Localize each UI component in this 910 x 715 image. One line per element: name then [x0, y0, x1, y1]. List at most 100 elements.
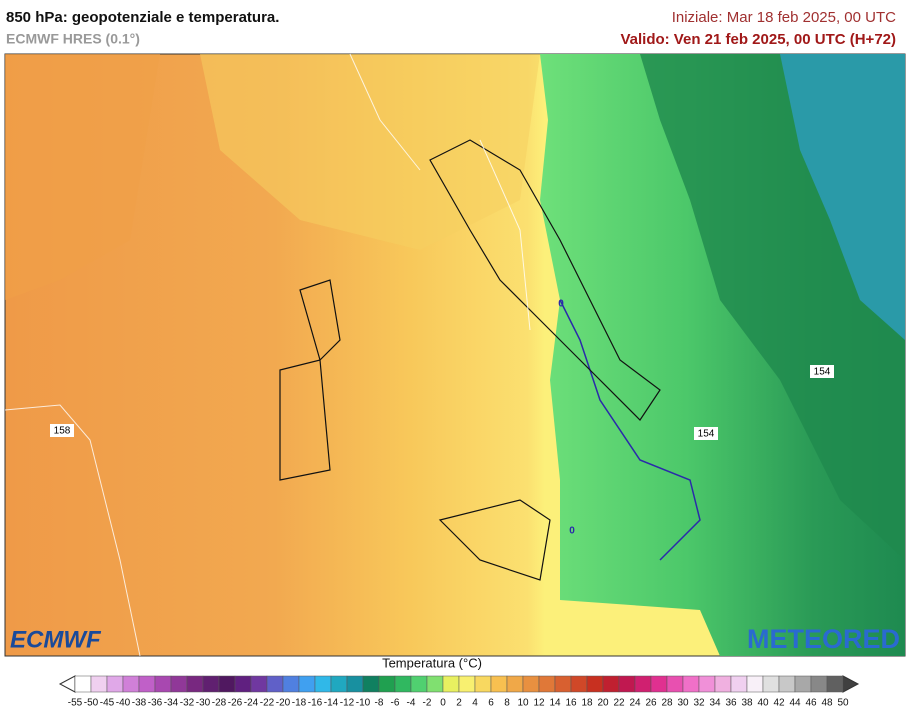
colorbar-tick-label: 24 [629, 698, 641, 709]
colorbar-tick-label: -20 [276, 698, 291, 709]
colorbar-tick-label: 6 [488, 698, 494, 709]
meteored-logo: METEORED [747, 624, 900, 654]
contour-label: 158 [54, 426, 71, 437]
colorbar-swatch [666, 675, 684, 693]
colorbar-swatch [474, 675, 492, 693]
colorbar-tick-label: 42 [773, 698, 785, 709]
colorbar-tick-label: -28 [212, 698, 227, 709]
colorbar-tick-label: 10 [517, 698, 529, 709]
colorbar-swatch [74, 675, 92, 693]
colorbar-tick-label: 30 [677, 698, 689, 709]
colorbar-swatch [778, 675, 796, 693]
colorbar-swatch [442, 675, 460, 693]
colorbar-tick-label: 36 [725, 698, 737, 709]
colorbar-swatch [330, 675, 348, 693]
colorbar-tick-label: -26 [228, 698, 243, 709]
colorbar-swatch [170, 675, 188, 693]
colorbar-swatch [762, 675, 780, 693]
colorbar-swatch [698, 675, 716, 693]
colorbar-swatch [90, 675, 108, 693]
colorbar-swatch [186, 675, 204, 693]
title: 850 hPa: geopotenziale e temperatura. [6, 9, 279, 26]
colorbar-swatch [202, 675, 220, 693]
colorbar-tick-label: -4 [407, 698, 416, 709]
colorbar-tick-label: -30 [196, 698, 211, 709]
colorbar-label: Temperatura (°C) [382, 655, 482, 670]
contour-label-box [694, 427, 718, 440]
colorbar-tick-label: -14 [324, 698, 339, 709]
colorbar-tick-label: 38 [741, 698, 753, 709]
colorbar-swatch [410, 675, 428, 693]
contour-label: 0 [569, 526, 575, 537]
colorbar-min-arrow [58, 675, 76, 693]
colorbar-swatch [714, 675, 732, 693]
colorbar-tick-label: -34 [164, 698, 179, 709]
colorbar-swatch [122, 675, 140, 693]
colorbar-tick-label: -6 [391, 698, 400, 709]
contour-label: 0 [558, 299, 564, 310]
colorbar: -55 -50 -45 -40 -38 -36 -34 -32 -30 -28 -26 -24 -22-… [58, 675, 860, 709]
colorbar-swatch [426, 675, 444, 693]
colorbar-tick-label: -38 [132, 698, 147, 709]
colorbar-swatch [682, 675, 700, 693]
colorbar-swatch [538, 675, 556, 693]
contour-label-box [810, 365, 834, 378]
colorbar-tick-label: 28 [661, 698, 673, 709]
map: 158 154 154 0 0 ECMWF METEORED [4, 53, 906, 657]
colorbar-swatch [746, 675, 764, 693]
colorbar-swatch [154, 675, 172, 693]
colorbar-swatch [362, 675, 380, 693]
colorbar-swatch [218, 675, 236, 693]
colorbar-tick-label: 50 [837, 698, 849, 709]
colorbar-tick-label: 14 [549, 698, 561, 709]
alps-area [200, 54, 540, 250]
subtitle: ECMWF HRES (0.1°) [6, 31, 140, 47]
colorbar-tick-label: 16 [565, 698, 577, 709]
colorbar-tick-label: 18 [581, 698, 593, 709]
colorbar-tick-label: -45 [100, 698, 115, 709]
colorbar-swatch [394, 675, 412, 693]
colorbar-tick-label: 20 [597, 698, 609, 709]
colorbar-tick-label: -55 [68, 698, 83, 709]
very-cold [780, 54, 905, 340]
colorbar-tick-label: -40 [116, 698, 131, 709]
init-time: Iniziale: Mar 18 feb 2025, 00 UTC [672, 9, 896, 26]
colorbar-tick-label: -8 [375, 698, 384, 709]
colorbar-tick-label: -24 [244, 698, 259, 709]
valid-time: Valido: Ven 21 feb 2025, 00 UTC (H+72) [620, 31, 896, 48]
colorbar-tick-label: 8 [504, 698, 510, 709]
colorbar-tick-label: -50 [84, 698, 99, 709]
colorbar-swatch [490, 675, 508, 693]
colorbar-tick-label: 40 [757, 698, 769, 709]
colorbar-tick-label: 12 [533, 698, 545, 709]
contour-label: 154 [698, 429, 715, 440]
contour-label: 154 [814, 367, 831, 378]
colorbar-swatch [602, 675, 620, 693]
colorbar-swatch [250, 675, 268, 693]
colorbar-tick-label: -10 [356, 698, 371, 709]
colorbar-tick-label: -22 [260, 698, 275, 709]
colorbar-swatch [314, 675, 332, 693]
colorbar-swatch [826, 675, 844, 693]
colorbar-swatch [554, 675, 572, 693]
colorbar-tick-label: -36 [148, 698, 163, 709]
colorbar-swatch [378, 675, 396, 693]
colorbar-tick-label: -18 [292, 698, 307, 709]
colorbar-tick-label: 2 [456, 698, 462, 709]
colorbar-tick-label: 34 [709, 698, 721, 709]
colorbar-swatch [138, 675, 156, 693]
colorbar-swatch [794, 675, 812, 693]
zero-isotherm [559, 299, 701, 561]
coastline [279, 139, 661, 581]
colorbar-swatch [282, 675, 300, 693]
colorbar-swatch [650, 675, 668, 693]
colorbar-swatch [810, 675, 828, 693]
colorbar-swatch [234, 675, 252, 693]
contour-label-box [50, 424, 74, 437]
colorbar-tick-label: 44 [789, 698, 801, 709]
colorbar-tick-label: 32 [693, 698, 705, 709]
colorbar-tick-label: -2 [423, 698, 432, 709]
colorbar-tick-label: 26 [645, 698, 657, 709]
colorbar-tick-label: 22 [613, 698, 625, 709]
